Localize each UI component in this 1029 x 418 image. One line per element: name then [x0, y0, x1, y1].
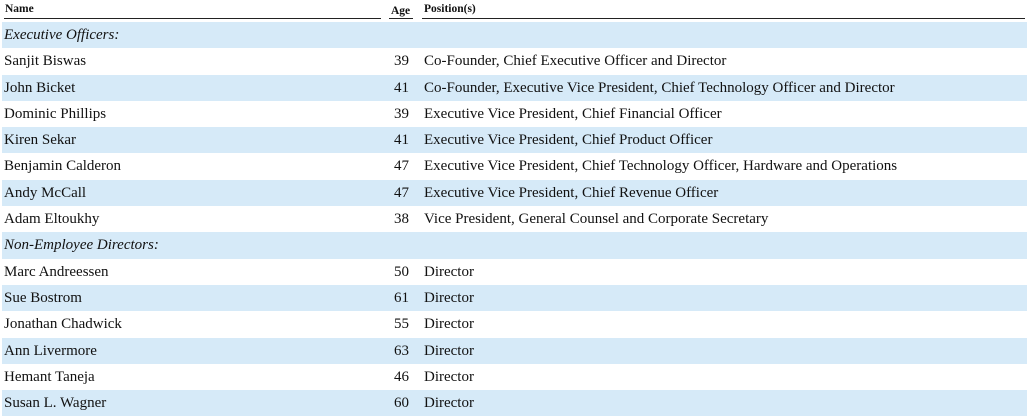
director-age: 50: [394, 263, 409, 280]
officer-age: 39: [394, 105, 409, 122]
officer-name: Adam Eltoukhy: [4, 211, 100, 228]
officer-name: Dominic Phillips: [4, 105, 107, 122]
table-body: Executive Officers: Sanjit Biswas 39 Co-…: [0, 22, 1029, 417]
director-name: Susan L. Wagner: [4, 395, 107, 412]
director-name: Hemant Taneja: [4, 368, 95, 385]
table-row: Marc Andreessen 50 Director: [2, 259, 1027, 285]
table-row: Ann Livermore 63 Director: [2, 337, 1027, 364]
table-row: Benjamin Calderon 47 Executive Vice Pres…: [2, 153, 1027, 179]
officer-name: Benjamin Calderon: [4, 158, 122, 175]
director-age: 46: [394, 368, 409, 385]
director-age: 55: [394, 316, 409, 333]
director-position: Director: [424, 316, 474, 333]
officer-age: 41: [394, 132, 409, 149]
officer-name: John Bicket: [4, 79, 76, 96]
name-column-header: Name: [5, 3, 34, 15]
officer-age: 38: [394, 211, 409, 228]
table-row: Hemant Taneja 46 Director: [2, 364, 1027, 390]
officer-age: 39: [394, 53, 409, 70]
name-header-rule: [4, 18, 381, 19]
officer-age: 41: [394, 79, 409, 96]
section-header-non-employee-directors: Non-Employee Directors:: [2, 232, 1027, 259]
officer-name: Sanjit Biswas: [4, 53, 87, 70]
table-row: Sue Bostrom 61 Director: [2, 284, 1027, 312]
table-row: Susan L. Wagner 60 Director: [2, 390, 1027, 417]
director-position: Director: [424, 342, 474, 359]
officer-name: Kiren Sekar: [4, 132, 77, 149]
officer-position: Executive Vice President, Chief Product …: [424, 132, 713, 149]
director-age: 63: [394, 342, 409, 359]
director-position: Director: [424, 368, 474, 385]
officer-age: 47: [394, 184, 409, 201]
positions-column-header: Position(s): [424, 3, 476, 15]
director-age: 60: [394, 395, 409, 412]
director-name: Sue Bostrom: [4, 289, 82, 306]
director-position: Director: [424, 263, 474, 280]
table-row: Kiren Sekar 41 Executive Vice President,…: [2, 127, 1027, 154]
officer-age: 47: [394, 158, 409, 175]
officer-position: Vice President, General Counsel and Corp…: [424, 211, 769, 228]
positions-header-rule: [422, 18, 1025, 19]
officer-position: Co-Founder, Chief Executive Officer and …: [424, 53, 727, 70]
director-name: Marc Andreessen: [4, 263, 109, 280]
table-row: Dominic Phillips 39 Executive Vice Presi…: [2, 101, 1027, 127]
director-position: Director: [424, 289, 474, 306]
section-label: Executive Officers:: [4, 27, 120, 43]
age-header-rule: [389, 18, 413, 19]
director-name: Ann Livermore: [4, 342, 97, 359]
director-name: Jonathan Chadwick: [4, 316, 122, 333]
section-header-executive-officers: Executive Officers:: [2, 22, 1027, 49]
officer-position: Executive Vice President, Chief Revenue …: [424, 184, 719, 201]
section-label: Non-Employee Directors:: [4, 237, 159, 254]
officer-name: Andy McCall: [4, 184, 87, 201]
officer-position: Executive Vice President, Chief Financia…: [424, 105, 722, 122]
officer-position: Executive Vice President, Chief Technolo…: [424, 158, 898, 175]
table-row: Sanjit Biswas 39 Co-Founder, Chief Execu…: [2, 48, 1027, 74]
table-row: Adam Eltoukhy 38 Vice President, General…: [2, 206, 1027, 232]
table-row: Jonathan Chadwick 55 Director: [2, 311, 1027, 337]
director-position: Director: [424, 395, 474, 412]
table-row: John Bicket 41 Co-Founder, Executive Vic…: [2, 74, 1027, 101]
table-header: Name Age Position(s): [0, 0, 1029, 22]
age-column-header: Age: [391, 5, 411, 17]
table-row: Andy McCall 47 Executive Vice President,…: [2, 179, 1027, 207]
director-age: 61: [394, 289, 409, 306]
officer-position: Co-Founder, Executive Vice President, Ch…: [424, 79, 895, 96]
